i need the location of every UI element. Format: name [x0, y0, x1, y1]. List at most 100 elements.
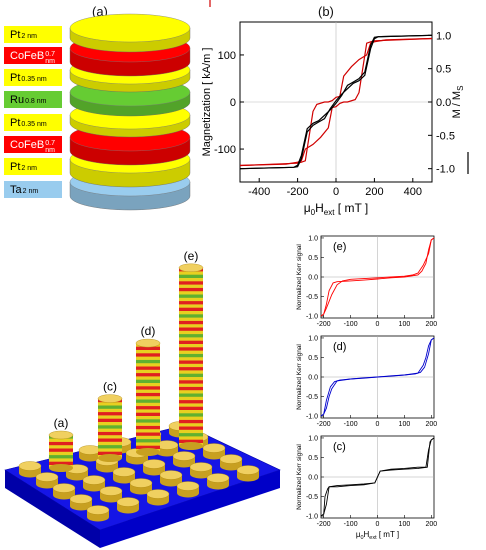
layer-label-2: CoFeB 0.7 nm	[4, 47, 62, 65]
small-pillar	[82, 475, 106, 492]
kerr-y-tick-label: -1.0	[306, 314, 318, 321]
kerr-charts: -1.0 -0.5 0.0 0.5 1.0 -200 -100 0 100 200 (e) Norma…	[296, 235, 437, 541]
layer-label-6: CoFeB 0.7 nm	[4, 136, 62, 154]
pillar-label: (c)	[103, 380, 117, 394]
kerr-x-tick-label: -100	[344, 521, 358, 528]
magnetization-chart: -400 -200 0 200 400 -100 0 100 -1.0 -0.5 0.0 0.5 1.0…	[201, 0, 469, 217]
kerr-x-tick-label: 200	[425, 521, 437, 528]
layer-label-8: Ta 2 nm	[4, 181, 62, 198]
small-pillar	[236, 465, 260, 482]
x-axis-label: μ0Hext [ mT ]	[304, 201, 369, 217]
kerr-series-1	[320, 237, 435, 317]
substrate-right-face	[100, 470, 280, 548]
layer-name: Pt	[10, 71, 21, 84]
kerr-y-tick-label: -0.5	[306, 394, 318, 401]
kerr-panel-label: (d)	[333, 341, 346, 353]
layer-label-3: Pt 0.35 nm	[4, 69, 62, 86]
kerr-series-2	[320, 237, 435, 317]
kerr-x-tick-label: -200	[317, 521, 331, 528]
layer-name: Pt	[10, 116, 21, 129]
kerr-x-tick-label: -200	[317, 321, 331, 328]
y-tick-label-right: 1.0	[436, 30, 451, 42]
tall-pillar-4	[178, 263, 204, 450]
layer-thickness: 2 nm	[22, 188, 39, 195]
kerr-x-tick-label: 200	[425, 321, 437, 328]
y-axis-label-left: Magnetization [ kA/m ]	[201, 48, 213, 157]
small-pillar	[142, 459, 166, 476]
substrate-left-face	[5, 470, 100, 548]
small-pillar	[202, 443, 226, 460]
kerr-chart-1: -1.0 -0.5 0.0 0.5 1.0 -200 -100 0 100 200 (e) Norma…	[296, 235, 437, 328]
series-line-4	[239, 34, 433, 170]
y-tick-label-right: -1.0	[436, 164, 455, 176]
small-pillar	[189, 462, 213, 479]
layer-label-5: Pt 0.35 nm	[4, 114, 62, 131]
kerr-y-tick-label: -1.0	[306, 414, 318, 421]
small-pillar	[35, 472, 59, 489]
kerr-x-tick-label: 0	[376, 421, 380, 428]
kerr-series-2	[320, 437, 435, 517]
kerr-y-axis-label: Normalized Kerr signal	[296, 344, 303, 410]
layer-thickness: 0.7 nm	[45, 50, 55, 65]
small-pillar	[206, 473, 230, 490]
layer-name: CoFeB	[10, 138, 45, 151]
kerr-panel-label: (e)	[333, 241, 346, 253]
kerr-y-tick-label: -0.5	[306, 294, 318, 301]
small-pillar	[172, 451, 196, 468]
y-tick-label-right: 0.0	[436, 97, 451, 109]
layer-label-1: Pt 2 nm	[4, 26, 62, 43]
kerr-x-tick-label: 0	[376, 321, 380, 328]
kerr-y-tick-label: 0.5	[308, 455, 318, 462]
pillar-label: (d)	[141, 324, 156, 338]
series-line-3	[239, 34, 433, 170]
kerr-chart-3: -1.0 -0.5 0.0 0.5 1.0 -200 -100 0 100 200 (c) Norma…	[296, 435, 437, 541]
small-pillar	[112, 467, 136, 484]
layer-name: Ta	[10, 183, 22, 196]
small-pillar	[69, 494, 93, 511]
layer-name: Ru	[10, 93, 25, 106]
small-pillar	[146, 489, 170, 506]
kerr-y-tick-label: 0.0	[308, 375, 318, 382]
kerr-panel-label: (c)	[333, 441, 346, 453]
x-tick-label: 0	[333, 186, 339, 198]
kerr-x-tick-label: 100	[399, 421, 411, 428]
kerr-x-tick-label: 200	[425, 421, 437, 428]
tall-pillar-1	[48, 430, 74, 472]
kerr-x-tick-label: -100	[344, 321, 358, 328]
small-pillar	[159, 470, 183, 487]
series-line-1	[239, 37, 433, 167]
kerr-x-tick-label: 100	[399, 521, 411, 528]
kerr-y-tick-label: 1.0	[308, 235, 318, 242]
kerr-x-tick-label: -200	[317, 421, 331, 428]
kerr-x-tick-label: 0	[376, 521, 380, 528]
layer-name: Pt	[10, 160, 21, 173]
layer-label-4: Ru 0.8 nm	[4, 91, 62, 108]
pillar-label: (e)	[184, 249, 199, 263]
x-tick-label: -400	[248, 186, 270, 198]
kerr-y-axis-label: Normalized Kerr signal	[296, 244, 303, 310]
kerr-y-tick-label: 1.0	[308, 435, 318, 442]
kerr-x-tick-label: -100	[344, 421, 358, 428]
layer-thickness: 0.8 nm	[25, 98, 47, 105]
x-tick-label: 200	[365, 186, 383, 198]
small-pillar	[219, 454, 243, 471]
layer-thickness: 0.35 nm	[21, 76, 47, 83]
kerr-y-tick-label: -0.5	[306, 494, 318, 501]
panel-b-label: (b)	[318, 4, 334, 19]
pillar-label: (a)	[54, 416, 69, 430]
layer-thickness: 2 nm	[21, 33, 37, 40]
pillars-illustration: (a) (c) (d) (e)	[4, 249, 281, 548]
layer-label-7: Pt 2 nm	[4, 158, 62, 175]
y-tick-label-left: -100	[214, 144, 236, 156]
small-pillar	[86, 505, 110, 522]
small-pillar	[176, 481, 200, 498]
x-tick-label: -200	[287, 186, 309, 198]
kerr-series-2	[320, 337, 435, 417]
layer-thickness: 0.35 nm	[21, 121, 47, 128]
kerr-y-tick-label: 1.0	[308, 335, 318, 342]
kerr-chart-2: -1.0 -0.5 0.0 0.5 1.0 -200 -100 0 100 200 (d) Norma…	[296, 335, 437, 428]
y-tick-label-left: 0	[230, 97, 236, 109]
y-tick-label-left: 100	[218, 50, 236, 62]
small-pillar	[99, 486, 123, 503]
